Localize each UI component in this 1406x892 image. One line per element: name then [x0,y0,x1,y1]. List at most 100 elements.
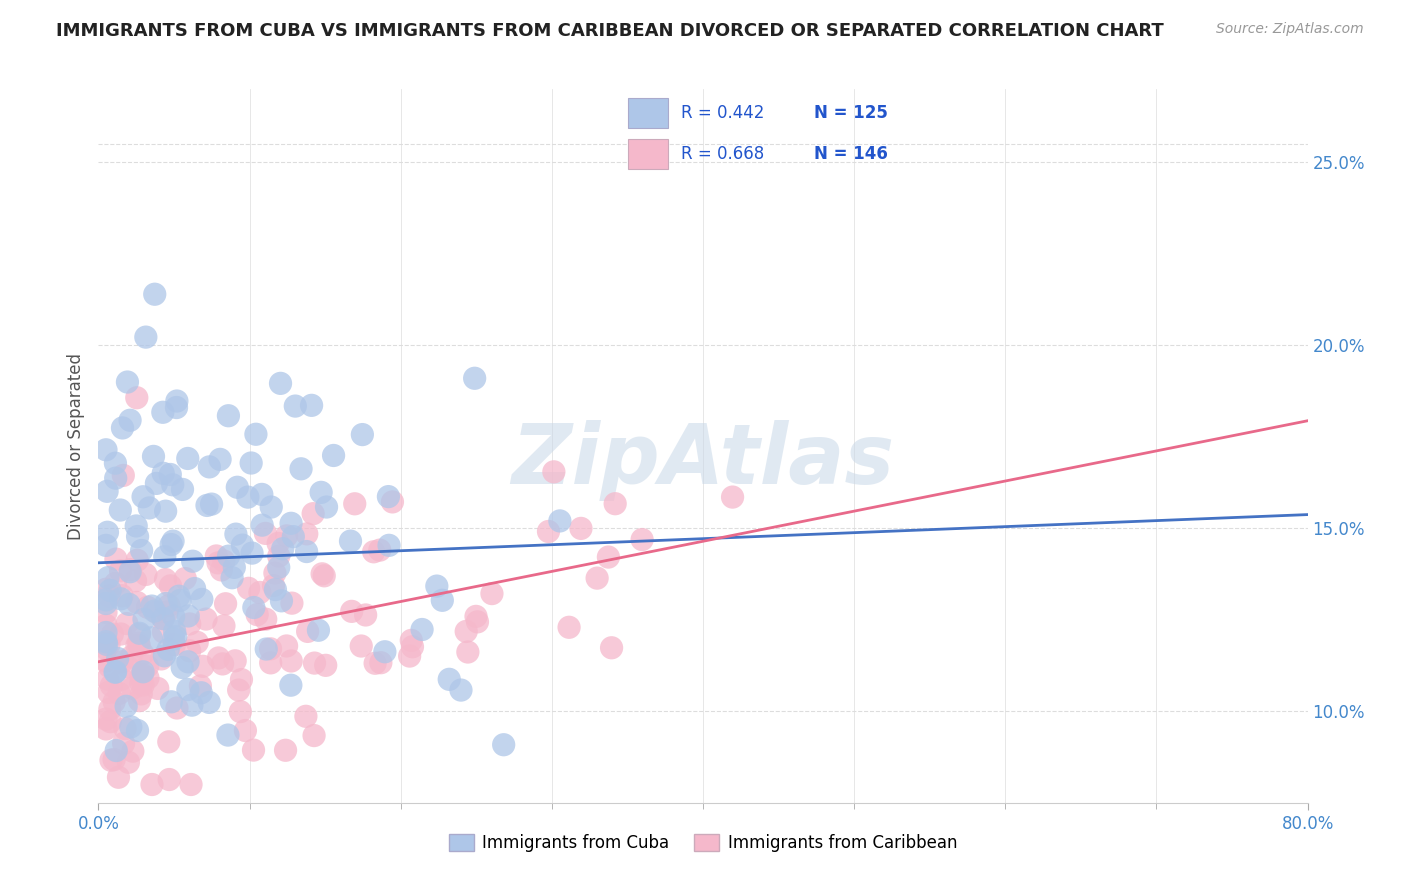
Point [464,371,486,385]
Point [141,599,163,613]
Point [94,641,117,656]
Point [181,698,204,713]
Point [212,554,235,568]
Point [98,659,121,673]
FancyBboxPatch shape [628,98,668,128]
Point [183,582,205,596]
Point [162,534,184,549]
Point [229,705,252,719]
Point [465,609,488,624]
Point [212,619,235,633]
Point [190,679,212,693]
Point [97,685,120,699]
Point [377,490,399,504]
Point [136,659,159,673]
Point [115,699,138,714]
Point [127,723,149,738]
Text: R = 0.442: R = 0.442 [681,104,763,122]
Point [267,560,290,574]
Point [131,667,153,681]
Point [143,604,166,618]
Point [314,569,336,583]
Point [127,553,149,567]
Legend: Immigrants from Cuba, Immigrants from Caribbean: Immigrants from Cuba, Immigrants from Ca… [443,827,963,859]
Point [295,709,318,723]
Point [254,526,277,541]
Point [207,556,229,570]
Point [94,606,117,620]
Point [401,640,423,654]
Point [225,527,247,541]
Point [136,671,159,685]
Point [350,639,373,653]
Point [132,490,155,504]
Point [426,579,449,593]
Point [339,534,361,549]
Point [104,665,127,679]
Point [132,647,155,661]
Point [343,497,366,511]
Point [363,545,385,559]
Text: IMMIGRANTS FROM CUBA VS IMMIGRANTS FROM CARIBBEAN DIVORCED OR SEPARATED CORRELAT: IMMIGRANTS FROM CUBA VS IMMIGRANTS FROM … [56,22,1164,40]
Point [103,753,125,767]
Point [166,401,188,415]
Point [139,631,162,645]
Point [153,549,176,564]
Point [94,722,117,736]
Point [302,507,325,521]
Point [120,563,142,577]
Point [370,656,392,670]
Point [103,695,125,709]
Point [224,654,246,668]
Point [221,571,243,585]
Point [217,728,239,742]
Point [214,597,236,611]
Point [162,477,184,491]
Point [104,456,127,470]
Point [276,529,298,543]
Point [145,605,167,619]
Point [112,468,135,483]
Point [135,567,157,582]
Point [284,399,307,413]
Point [98,702,121,716]
Point [129,687,152,701]
Point [280,678,302,692]
Point [631,533,654,547]
Point [155,504,177,518]
Point [181,554,204,568]
Point [179,644,201,658]
Point [128,636,150,650]
Point [172,660,194,674]
Point [209,563,232,577]
Point [301,398,323,412]
Point [104,552,127,566]
Point [267,536,290,550]
Point [250,487,273,501]
Point [205,549,228,563]
Point [315,658,337,673]
Point [98,583,121,598]
Point [260,500,283,514]
Point [117,659,139,673]
Point [537,524,560,539]
Point [311,566,333,581]
Point [160,695,183,709]
Point [120,565,142,579]
Point [153,648,176,663]
Point [124,574,146,588]
Point [260,656,283,670]
Point [98,714,121,729]
Point [96,638,118,652]
Point [94,634,117,648]
Point [114,722,136,736]
Point [117,375,139,389]
Point [211,657,233,671]
Point [177,609,200,624]
Point [280,516,302,531]
Point [456,624,478,639]
Point [142,450,165,464]
Point [104,576,127,591]
Point [155,597,177,611]
Point [167,589,190,603]
